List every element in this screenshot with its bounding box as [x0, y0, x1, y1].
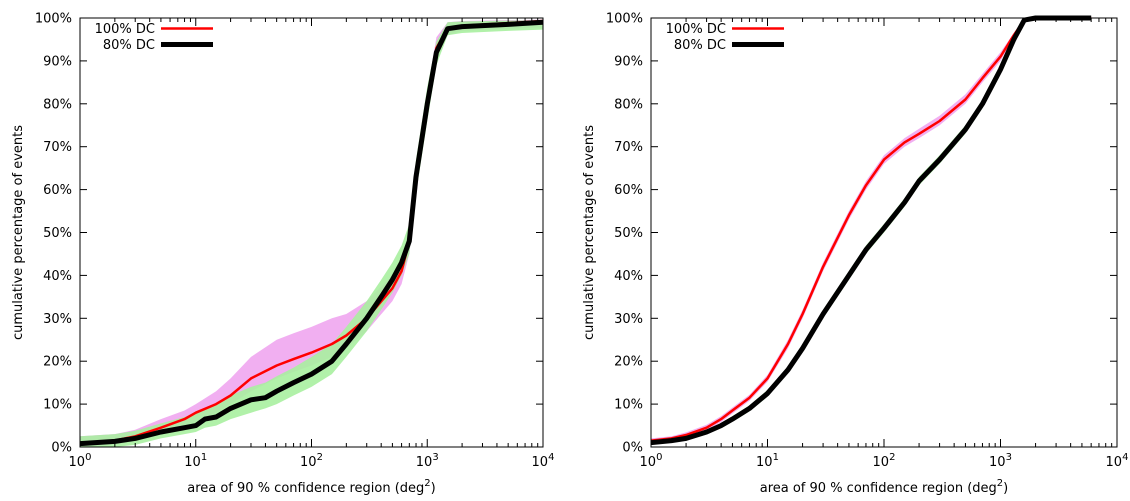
- x-tick-exponent: 2: [317, 452, 323, 463]
- x-axis-title-superscript: 2: [424, 478, 430, 489]
- x-tick-base: 10: [532, 455, 549, 470]
- x-tick-exponent: 1: [773, 452, 779, 463]
- y-tick-label: 90%: [43, 54, 72, 69]
- x-tick-exponent: 4: [548, 452, 554, 463]
- y-axis-title: cumulative percentage of events: [11, 125, 26, 340]
- x-tick-label: 103: [989, 452, 1012, 470]
- y-tick-label: 60%: [614, 183, 643, 198]
- legend-label-2: 80% DC: [674, 38, 726, 53]
- x-axis-title: area of 90 % confidence region (deg2): [760, 478, 1009, 496]
- y-tick-label: 80%: [614, 97, 643, 112]
- x-tick-label: 104: [1106, 452, 1129, 470]
- legend-label-2: 80% DC: [103, 38, 155, 53]
- chart-panel-2: 0%10%20%30%40%50%60%70%80%90%100%100 101 1…: [582, 12, 1128, 497]
- x-tick-label: 101: [184, 452, 207, 470]
- series-line-2: [79, 19, 544, 447]
- x-tick-exponent: 3: [1006, 452, 1012, 463]
- x-tick-exponent: 4: [1122, 452, 1128, 463]
- y-tick-label: 40%: [43, 269, 72, 284]
- y-tick-label: 30%: [43, 312, 72, 327]
- x-tick-label: 100: [69, 452, 92, 470]
- series-line-1: [650, 16, 1092, 442]
- x-axis-title-superscript: 2: [997, 478, 1003, 489]
- x-tick-label: 103: [416, 452, 439, 470]
- y-tick-label: 60%: [43, 183, 72, 198]
- x-tick-label: 100: [640, 452, 663, 470]
- y-tick-label: 0%: [622, 441, 643, 456]
- x-axis-title-text: area of 90 % confidence region (deg: [187, 481, 424, 496]
- y-tick-label: 80%: [43, 97, 72, 112]
- x-axis-title-suffix: ): [431, 481, 436, 496]
- y-tick-label: 20%: [43, 355, 72, 370]
- y-tick-label: 10%: [614, 398, 643, 413]
- x-tick-base: 10: [416, 455, 433, 470]
- x-tick-base: 10: [989, 455, 1006, 470]
- x-tick-exponent: 0: [85, 452, 91, 463]
- x-tick-label: 104: [532, 452, 555, 470]
- x-tick-label: 101: [756, 452, 779, 470]
- x-tick-label: 102: [300, 452, 323, 470]
- y-tick-label: 70%: [43, 140, 72, 155]
- x-tick-label: 102: [873, 452, 896, 470]
- x-tick-base: 10: [1106, 455, 1123, 470]
- y-tick-label: 10%: [43, 398, 72, 413]
- y-axis-title: cumulative percentage of events: [582, 125, 597, 340]
- y-tick-label: 30%: [614, 312, 643, 327]
- y-tick-label: 20%: [614, 355, 643, 370]
- series-line-2: [650, 15, 1092, 446]
- x-tick-base: 10: [300, 455, 317, 470]
- confidence-band-1: [651, 18, 1092, 443]
- x-tick-exponent: 0: [656, 452, 662, 463]
- y-tick-label: 100%: [35, 12, 72, 27]
- x-axis-title-text: area of 90 % confidence region (deg: [760, 481, 997, 496]
- x-tick-base: 10: [756, 455, 773, 470]
- x-tick-exponent: 3: [432, 452, 438, 463]
- y-tick-label: 90%: [614, 54, 643, 69]
- y-tick-label: 40%: [614, 269, 643, 284]
- x-tick-base: 10: [184, 455, 201, 470]
- x-axis-title-suffix: ): [1003, 481, 1008, 496]
- y-tick-label: 50%: [614, 226, 643, 241]
- x-tick-base: 10: [873, 455, 890, 470]
- x-tick-exponent: 2: [889, 452, 895, 463]
- x-axis-title: area of 90 % confidence region (deg2): [187, 478, 436, 496]
- legend-label-1: 100% DC: [666, 22, 726, 37]
- y-tick-label: 0%: [51, 441, 72, 456]
- y-tick-label: 100%: [606, 12, 643, 27]
- x-tick-base: 10: [640, 455, 657, 470]
- confidence-band-2: [651, 18, 1092, 445]
- confidence-band-2: [80, 20, 543, 447]
- x-tick-exponent: 1: [201, 452, 207, 463]
- y-tick-label: 70%: [614, 140, 643, 155]
- chart-panel-1: 0%10%20%30%40%50%60%70%80%90%100%100 101 1…: [11, 12, 554, 497]
- x-tick-base: 10: [69, 455, 86, 470]
- legend-label-1: 100% DC: [95, 22, 155, 37]
- y-tick-label: 50%: [43, 226, 72, 241]
